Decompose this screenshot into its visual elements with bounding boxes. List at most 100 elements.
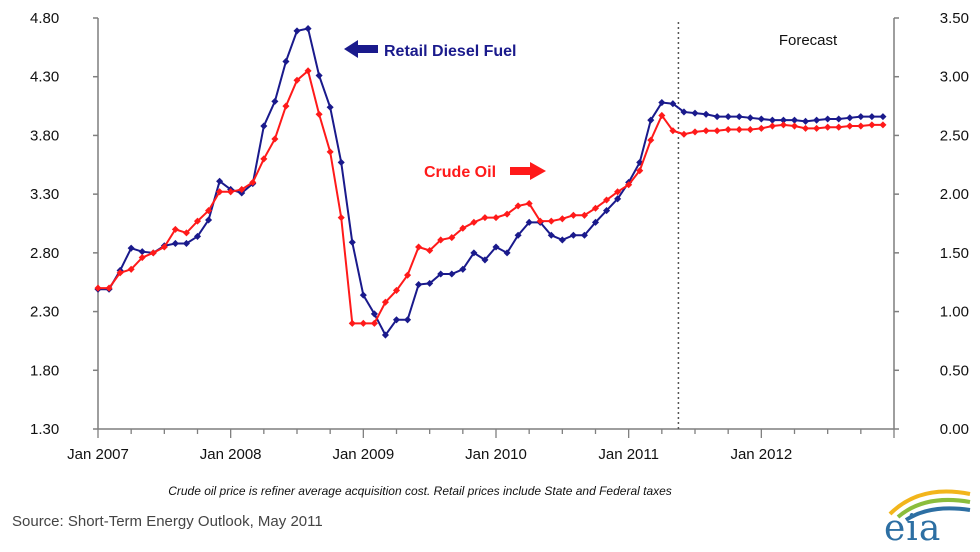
- data-point: [426, 279, 434, 287]
- data-point: [260, 122, 268, 130]
- price-chart: 4.80 4.30 3.80 3.30 2.80 2.30 1.80 1.30 3.50 3.0…: [30, 10, 969, 463]
- left-tick-label: 4.80: [30, 10, 59, 27]
- left-arrow-icon: [344, 40, 378, 58]
- x-tick-label: Jan 2008: [200, 446, 262, 463]
- annotation-retail-diesel: Retail Diesel Fuel: [344, 40, 517, 60]
- data-point: [746, 114, 754, 122]
- data-point: [835, 123, 843, 131]
- data-point: [459, 265, 467, 273]
- data-point: [227, 188, 235, 196]
- data-point: [768, 122, 776, 130]
- data-point: [359, 319, 367, 327]
- data-point: [558, 215, 566, 223]
- data-point: [525, 218, 533, 226]
- data-point: [304, 25, 312, 33]
- data-point: [503, 249, 511, 257]
- data-point: [216, 177, 224, 185]
- data-point: [536, 217, 544, 225]
- data-point: [580, 211, 588, 219]
- series-line: [98, 69, 883, 325]
- left-tick-label: 4.30: [30, 69, 59, 86]
- data-point: [415, 243, 423, 251]
- data-point: [813, 124, 821, 132]
- data-point: [415, 281, 423, 289]
- data-point: [326, 103, 334, 111]
- data-point: [569, 211, 577, 219]
- data-point: [846, 122, 854, 130]
- data-point: [802, 117, 810, 125]
- data-point: [757, 115, 765, 123]
- data-point: [735, 113, 743, 121]
- data-point: [614, 195, 622, 203]
- data-point: [768, 116, 776, 124]
- left-tick-label: 1.80: [30, 362, 59, 379]
- data-point: [337, 158, 345, 166]
- data-point: [171, 239, 179, 247]
- right-tick-label: 0.50: [940, 362, 969, 379]
- series-retail-diesel: [94, 25, 887, 339]
- data-point: [426, 246, 434, 255]
- data-point: [702, 110, 710, 118]
- data-point: [315, 110, 323, 118]
- data-point: [205, 207, 213, 215]
- data-point: [149, 249, 157, 257]
- data-point: [193, 217, 202, 225]
- data-point: [293, 27, 301, 35]
- data-point: [547, 231, 555, 239]
- annotation-label: Crude Oil: [424, 164, 496, 181]
- right-tick-label: 0.00: [940, 421, 969, 438]
- data-point: [713, 127, 721, 135]
- data-point: [813, 116, 821, 124]
- right-axis-ticks: 3.50 3.00 2.50 2.00 1.50 1.00 0.50 0.00: [894, 10, 969, 438]
- data-point: [669, 100, 677, 108]
- x-tick-label: Jan 2009: [332, 446, 394, 463]
- data-point: [569, 231, 577, 239]
- footnote: Crude oil price is refiner average acqui…: [168, 484, 672, 498]
- data-point: [879, 113, 887, 121]
- right-tick-label: 3.50: [940, 10, 969, 27]
- data-point: [603, 196, 611, 204]
- data-point: [647, 116, 655, 124]
- left-tick-label: 2.80: [30, 245, 59, 262]
- annotation-label: Retail Diesel Fuel: [384, 43, 517, 60]
- data-point: [105, 284, 113, 292]
- eia-logo-icon: [888, 489, 971, 522]
- right-tick-label: 3.00: [940, 69, 969, 86]
- data-point: [271, 135, 279, 143]
- data-point: [691, 128, 699, 136]
- data-point: [437, 270, 445, 278]
- data-point: [879, 121, 887, 129]
- data-point: [868, 121, 876, 129]
- data-point: [459, 224, 467, 232]
- data-point: [238, 185, 246, 193]
- data-point: [282, 57, 290, 65]
- left-tick-label: 3.30: [30, 186, 59, 203]
- data-point: [580, 231, 588, 239]
- data-point: [779, 116, 787, 124]
- data-point: [448, 234, 456, 242]
- data-point: [127, 244, 135, 252]
- data-point: [160, 243, 168, 251]
- data-point: [603, 207, 611, 215]
- data-point: [182, 239, 190, 247]
- data-point: [790, 116, 799, 124]
- data-point: [746, 126, 754, 134]
- data-point: [680, 130, 688, 138]
- data-point: [293, 76, 301, 84]
- left-tick-label: 1.30: [30, 421, 59, 438]
- data-point: [392, 286, 401, 294]
- data-point: [205, 216, 213, 224]
- left-axis-ticks: 4.80 4.30 3.80 3.30 2.80 2.30 1.80 1.30: [30, 10, 98, 438]
- data-point: [724, 113, 732, 121]
- data-point: [735, 126, 743, 134]
- data-point: [481, 256, 489, 264]
- data-point: [481, 214, 489, 222]
- data-point: [381, 331, 389, 339]
- right-arrow-icon: [510, 162, 546, 180]
- right-tick-label: 1.00: [940, 304, 969, 321]
- data-point: [824, 123, 832, 131]
- data-point: [846, 114, 854, 122]
- data-point: [868, 113, 876, 121]
- data-point: [448, 270, 456, 278]
- data-point: [514, 202, 522, 210]
